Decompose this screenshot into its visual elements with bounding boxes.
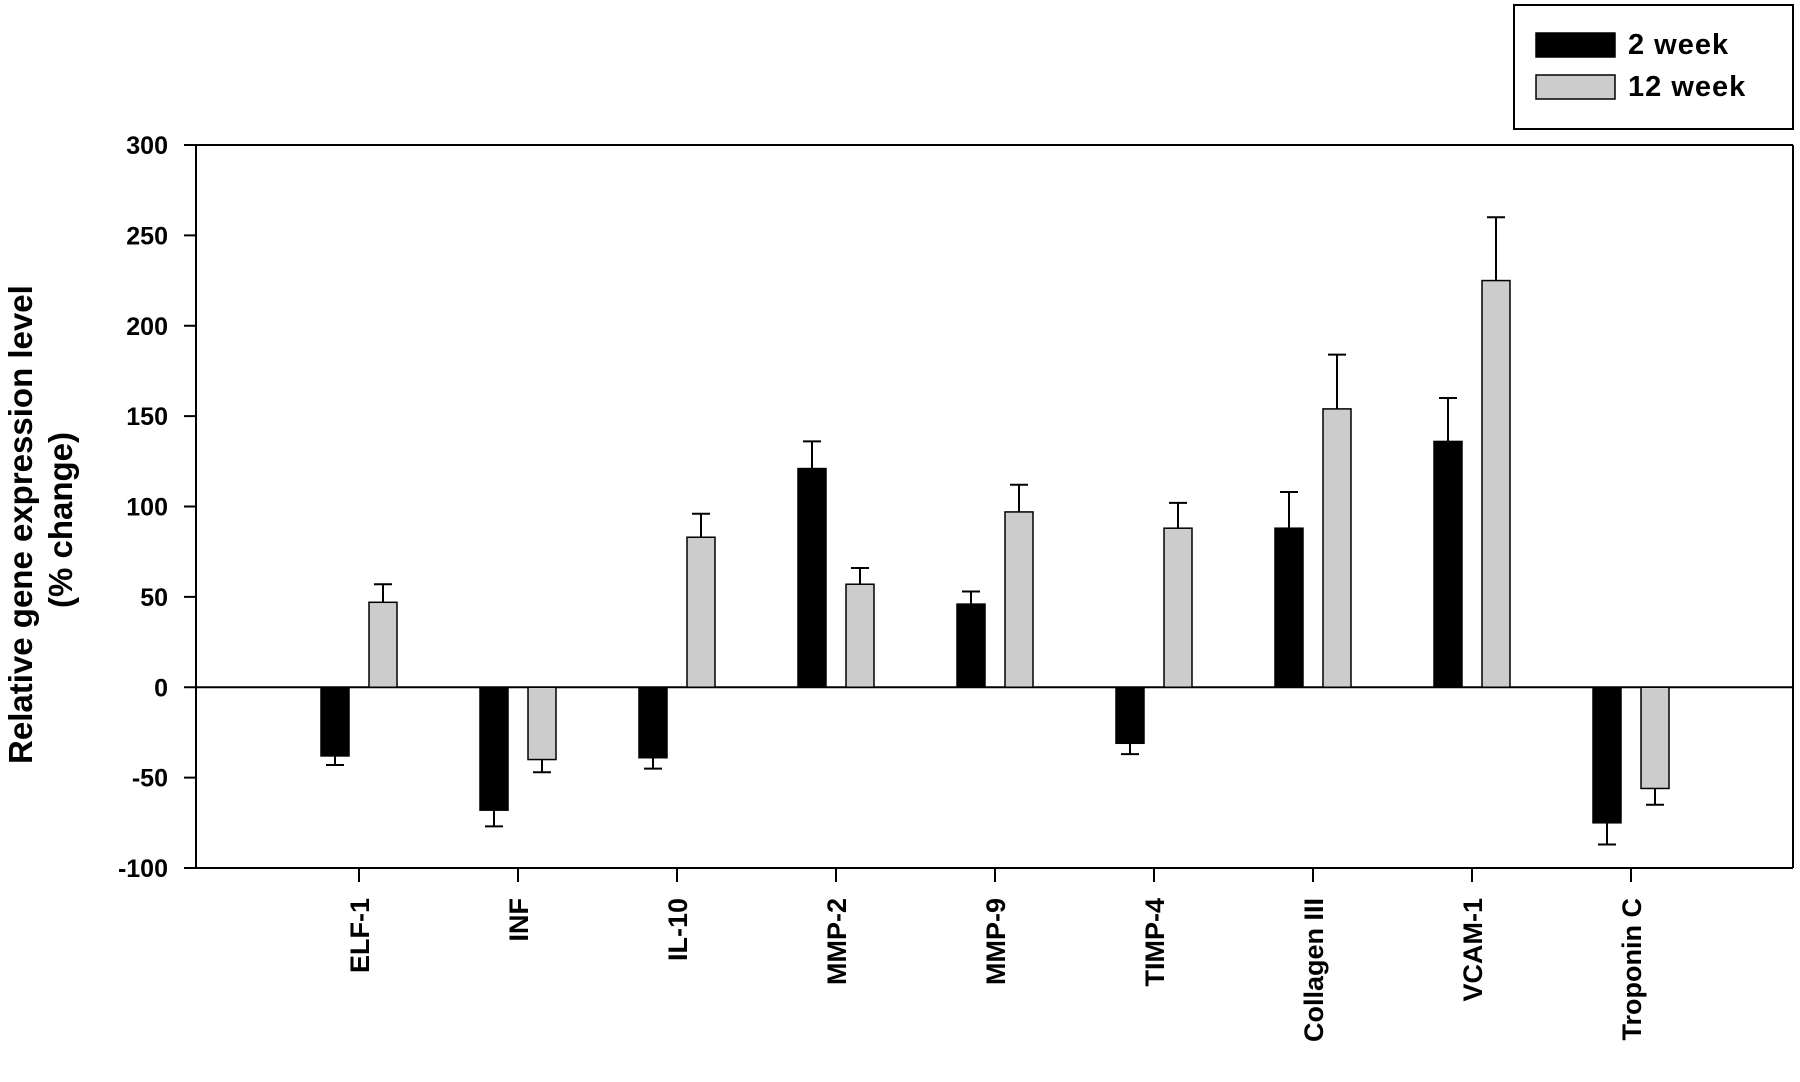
- bar-2-week: [1592, 686, 1622, 824]
- bar-12-week: [1004, 511, 1034, 688]
- bar-12-week: [368, 601, 398, 688]
- bar-2-week: [1433, 440, 1463, 688]
- bar-12-week: [1322, 408, 1352, 688]
- bar-12-week: [1163, 527, 1193, 688]
- bar-2-week: [956, 603, 986, 688]
- x-tick-label: Collagen III: [1299, 898, 1329, 1042]
- x-tick-label: MMP-2: [822, 898, 852, 985]
- y-tick-label: -100: [118, 855, 168, 883]
- y-axis-label: Relative gene expression level (% change…: [2, 276, 79, 764]
- y-axis-label-line-2: (% change): [42, 432, 79, 608]
- x-tick-label: Troponin C: [1617, 898, 1647, 1040]
- plot-area: 300 250 200 150 100 50 0 -50 -100 ELF-1 INF IL-10 MM…: [118, 132, 1794, 1042]
- bar-2-week: [479, 686, 509, 811]
- y-tick-label: 0: [154, 674, 168, 702]
- bar-2-week: [797, 467, 827, 689]
- x-tick-label: ELF-1: [345, 898, 375, 973]
- bar-2-week: [1115, 686, 1145, 745]
- y-tick-label: 100: [126, 494, 168, 522]
- legend: 2 week 12 week: [1513, 4, 1794, 130]
- bar-2-week: [320, 686, 350, 757]
- y-tick-label: 200: [126, 313, 168, 341]
- x-tick-label: TIMP-4: [1140, 898, 1170, 987]
- x-tick-label: MMP-9: [981, 898, 1011, 985]
- legend-label-2-week: 2 week: [1628, 29, 1729, 61]
- y-tick-label: 300: [126, 132, 168, 160]
- y-tick-label: 150: [126, 403, 168, 431]
- x-tick-label: VCAM-1: [1458, 898, 1488, 1002]
- x-tick-label: INF: [504, 898, 534, 942]
- y-tick-label: -50: [132, 765, 168, 793]
- bar-2-week: [638, 686, 668, 759]
- legend-box: [1513, 4, 1794, 130]
- bar-12-week: [527, 686, 557, 761]
- bar-12-week: [1640, 686, 1670, 790]
- legend-swatch-12-week: [1535, 74, 1616, 100]
- y-tick-label: 50: [140, 584, 168, 612]
- legend-swatch-2-week: [1535, 32, 1616, 58]
- legend-label-12-week: 12 week: [1628, 71, 1746, 103]
- y-axis-label-line-1: Relative gene expression level: [2, 285, 39, 764]
- bar-12-week: [686, 536, 716, 688]
- bar-2-week: [1274, 527, 1304, 688]
- y-tick-label: 250: [126, 222, 168, 250]
- bar-12-week: [845, 583, 875, 688]
- x-tick-label: IL-10: [663, 898, 693, 961]
- bar-12-week: [1481, 279, 1511, 688]
